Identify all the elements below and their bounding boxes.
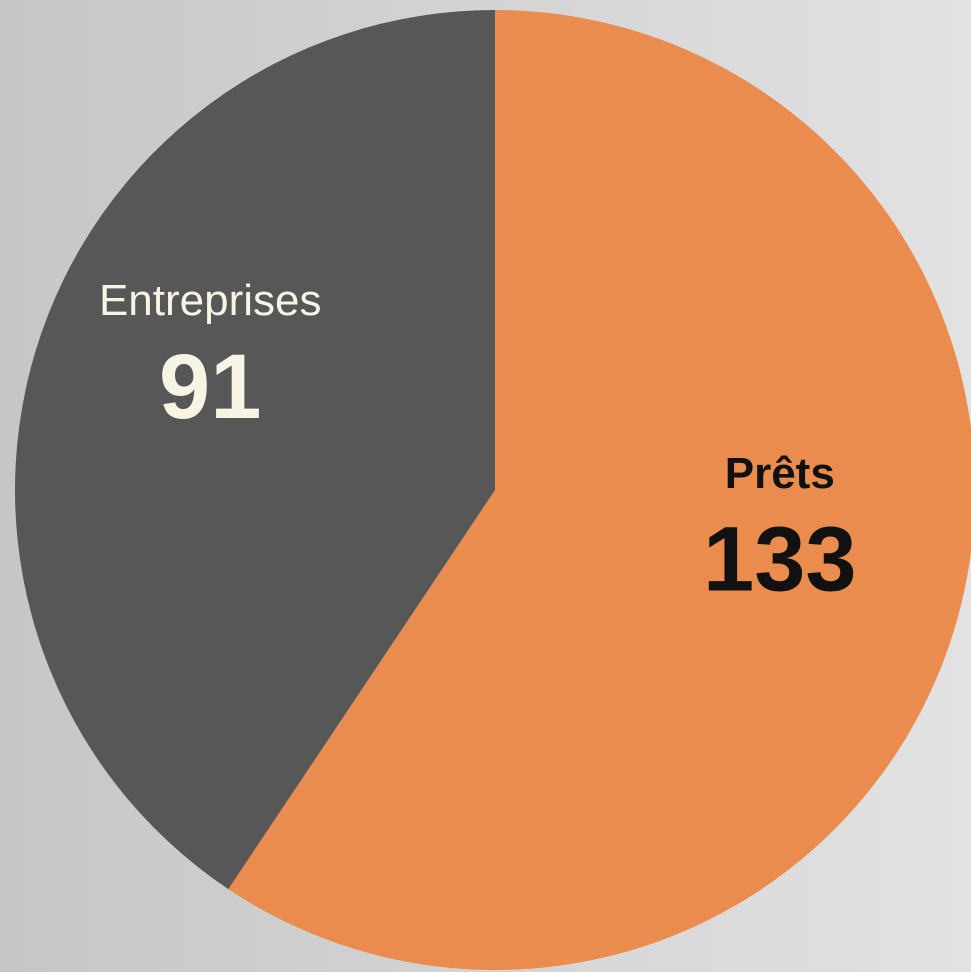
slice-value: 91 bbox=[159, 336, 261, 438]
slice-label: Prêts bbox=[725, 449, 835, 498]
slice-label: Entreprises bbox=[99, 276, 322, 325]
pie-slice bbox=[14, 10, 495, 890]
pie-slice bbox=[228, 10, 971, 970]
slice-value: 133 bbox=[703, 509, 857, 611]
